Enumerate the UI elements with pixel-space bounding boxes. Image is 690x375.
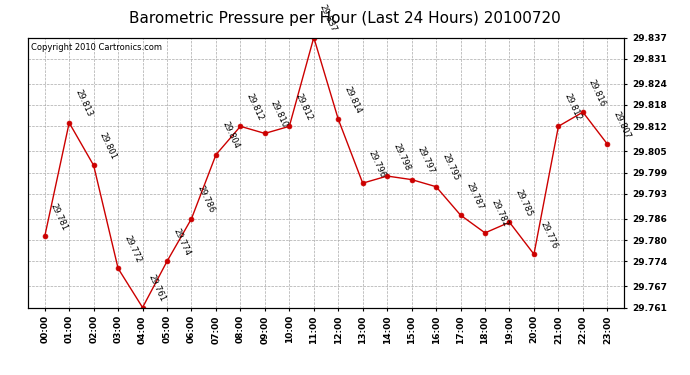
Text: 29.810: 29.810 xyxy=(269,99,289,129)
Text: 29.774: 29.774 xyxy=(171,227,192,257)
Text: 29.813: 29.813 xyxy=(73,88,94,118)
Text: 29.776: 29.776 xyxy=(538,220,559,250)
Text: 29.814: 29.814 xyxy=(342,85,363,115)
Text: 29.816: 29.816 xyxy=(587,78,607,108)
Text: 29.798: 29.798 xyxy=(391,142,412,172)
Text: 29.807: 29.807 xyxy=(611,110,632,140)
Text: 29.786: 29.786 xyxy=(196,184,216,214)
Text: 29.801: 29.801 xyxy=(98,131,118,161)
Text: 29.785: 29.785 xyxy=(513,188,534,218)
Text: 29.772: 29.772 xyxy=(122,234,143,264)
Text: 29.796: 29.796 xyxy=(367,149,387,179)
Text: 29.761: 29.761 xyxy=(147,273,167,303)
Text: 29.812: 29.812 xyxy=(562,92,583,122)
Text: 29.787: 29.787 xyxy=(465,181,485,211)
Text: Barometric Pressure per Hour (Last 24 Hours) 20100720: Barometric Pressure per Hour (Last 24 Ho… xyxy=(129,11,561,26)
Text: 29.797: 29.797 xyxy=(416,145,436,176)
Text: Copyright 2010 Cartronics.com: Copyright 2010 Cartronics.com xyxy=(30,43,161,52)
Text: 29.781: 29.781 xyxy=(49,202,70,232)
Text: 29.837: 29.837 xyxy=(318,3,339,33)
Text: 29.795: 29.795 xyxy=(440,153,461,183)
Text: 29.812: 29.812 xyxy=(244,92,265,122)
Text: 29.804: 29.804 xyxy=(220,120,241,151)
Text: 29.812: 29.812 xyxy=(293,92,314,122)
Text: 29.782: 29.782 xyxy=(489,198,510,229)
